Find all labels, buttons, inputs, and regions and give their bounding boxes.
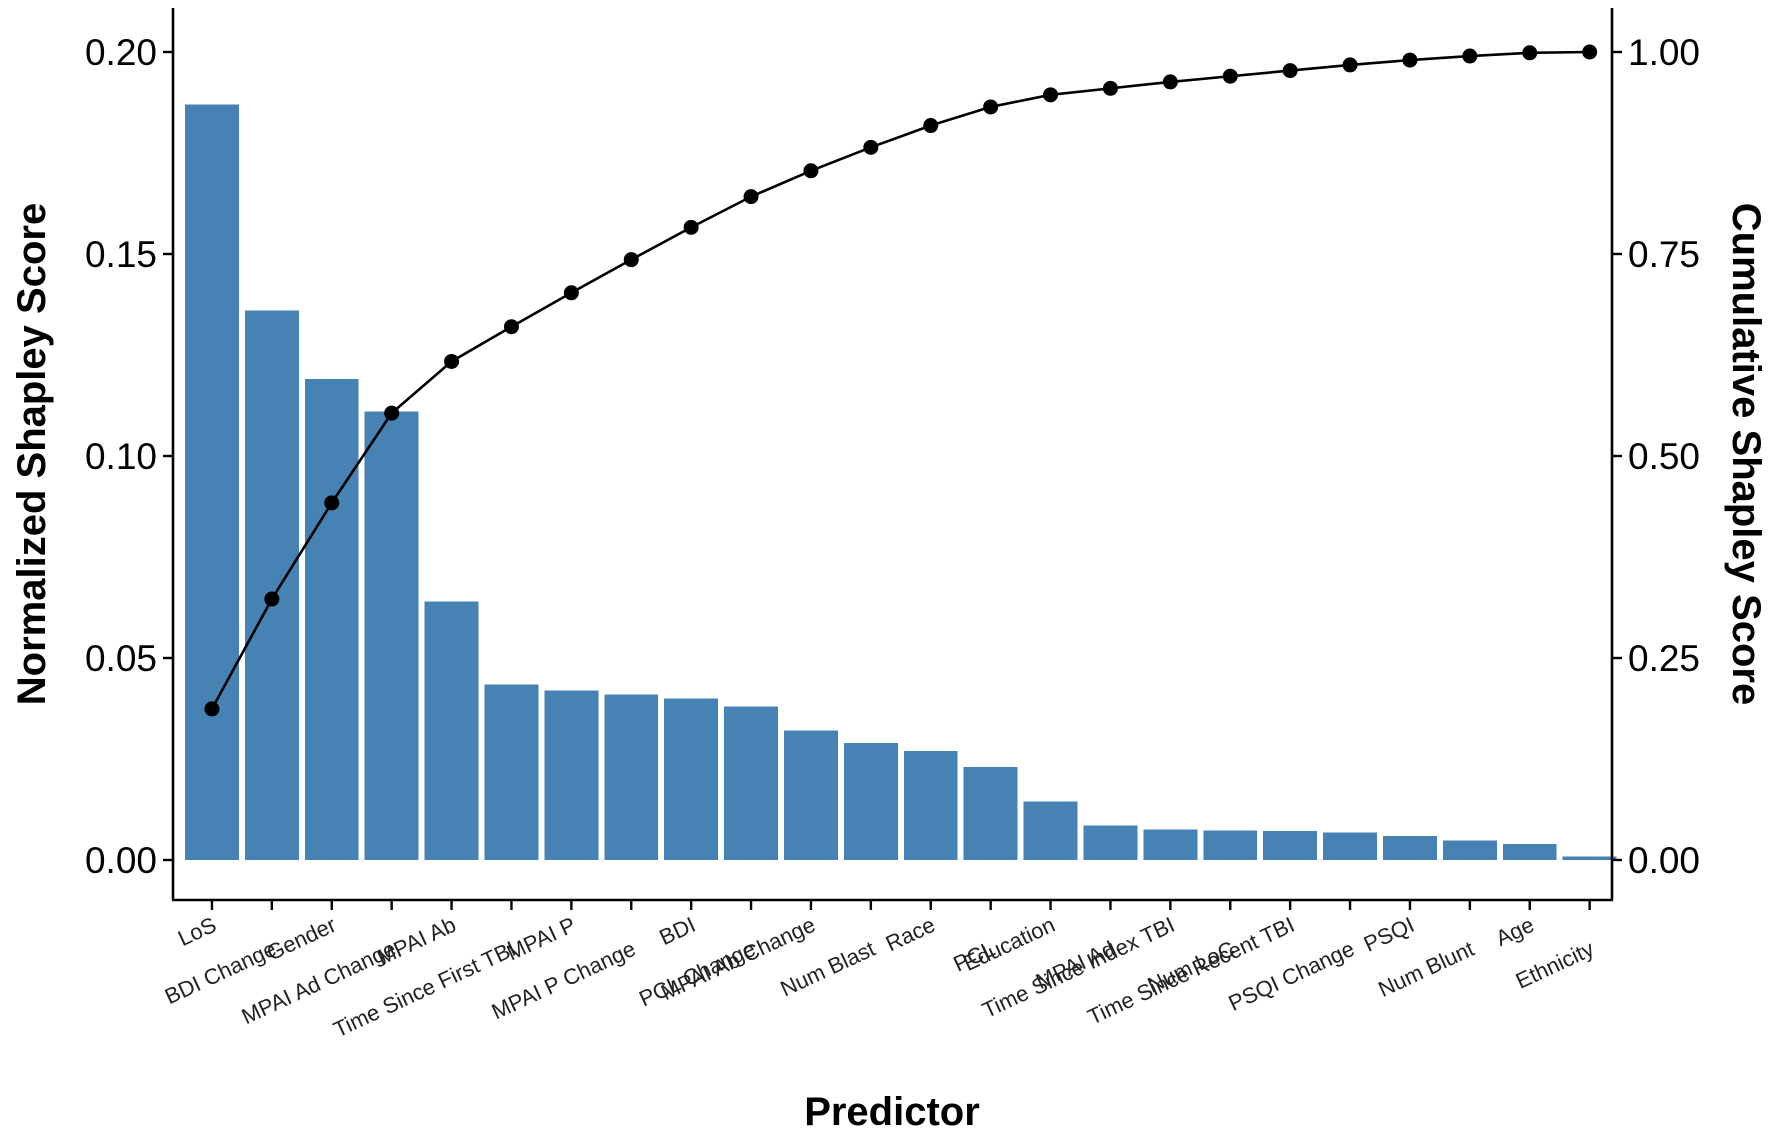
cumulative-point (1522, 45, 1538, 61)
bar (1383, 835, 1437, 860)
y-tick-label: 0.00 (85, 840, 157, 881)
bar (1203, 830, 1258, 860)
bar (1562, 856, 1617, 860)
bar (1323, 832, 1378, 860)
cumulative-point (923, 118, 939, 134)
cumulative-point (324, 495, 340, 511)
y-tick-label: 0.20 (85, 32, 157, 73)
right-axis-ticks: 0.00 0.25 0.50 0.75 1.00 (1612, 32, 1700, 881)
cumulative-point (1402, 52, 1418, 68)
cumulative-point (1043, 87, 1059, 103)
cumulative-point (563, 285, 579, 301)
y-axis-title: Normalized Shapley Score (10, 203, 54, 705)
cumulative-series (204, 44, 1598, 717)
x-axis-title: Predictor (804, 1090, 980, 1134)
bar (185, 104, 239, 860)
cumulative-point (204, 701, 220, 717)
y2-tick-label: 0.25 (1628, 638, 1700, 679)
y-tick-label: 0.05 (85, 638, 157, 679)
cumulative-point (503, 319, 519, 335)
x-tick-label: LoS (174, 912, 220, 951)
x-tick-label: Race (882, 912, 939, 956)
x-tick-label: Gender (263, 912, 340, 966)
bar (244, 310, 299, 860)
y2-tick-label: 0.75 (1628, 234, 1700, 275)
bar (784, 730, 838, 860)
bar (724, 706, 779, 860)
bar (604, 694, 659, 860)
x-tick-label: MPAI P (503, 912, 580, 965)
x-tick-label: Ethnicity (1512, 936, 1598, 994)
x-tick-label: PSQI (1360, 912, 1418, 957)
cumulative-point (444, 353, 460, 369)
bar (544, 690, 599, 860)
axes (171, 8, 1614, 902)
y2-axis-title: Cumulative Shapley Score (1724, 203, 1768, 705)
bar (484, 684, 539, 860)
bar (963, 767, 1018, 860)
x-tick-label: BDI (655, 912, 699, 950)
bar (1083, 825, 1138, 860)
cumulative-point (1342, 57, 1358, 73)
y2-tick-label: 0.00 (1628, 840, 1700, 881)
bar (664, 698, 719, 860)
cumulative-point (743, 189, 759, 205)
bar (1502, 844, 1557, 860)
x-tick-label: Age (1492, 912, 1538, 951)
bar (903, 750, 958, 860)
bar (1023, 801, 1078, 860)
cumulative-point (863, 139, 879, 155)
x-tick-label: Time Since Index TBI (978, 912, 1178, 1023)
bar (424, 601, 479, 860)
cumulative-point (264, 591, 280, 607)
cumulative-point (1462, 48, 1478, 64)
cumulative-line (210, 50, 1590, 710)
y-tick-label: 0.10 (85, 436, 157, 477)
y2-tick-label: 1.00 (1628, 32, 1700, 73)
bar (1143, 829, 1198, 860)
cumulative-point (1282, 63, 1298, 79)
bar-series (185, 104, 1617, 860)
cumulative-point (1582, 44, 1598, 60)
x-tick-label: Time Since Recent TBI (1084, 912, 1298, 1030)
bar (843, 742, 898, 860)
cumulative-point (803, 163, 819, 179)
cumulative-point (384, 405, 400, 421)
y2-tick-label: 0.50 (1628, 436, 1700, 477)
bar (304, 379, 359, 860)
cumulative-point (1102, 80, 1118, 96)
bar (1263, 830, 1318, 860)
x-tick-label: MPAI Ab (373, 912, 460, 970)
bar (1442, 840, 1497, 860)
cumulative-point (683, 219, 699, 235)
cumulative-point (983, 99, 999, 115)
bar (364, 411, 419, 860)
y-tick-label: 0.15 (85, 234, 157, 275)
cumulative-point (1162, 74, 1178, 90)
cumulative-point (1222, 68, 1238, 84)
left-axis-ticks: 0.00 0.05 0.10 0.15 0.20 (85, 32, 173, 881)
cumulative-point (623, 252, 639, 268)
